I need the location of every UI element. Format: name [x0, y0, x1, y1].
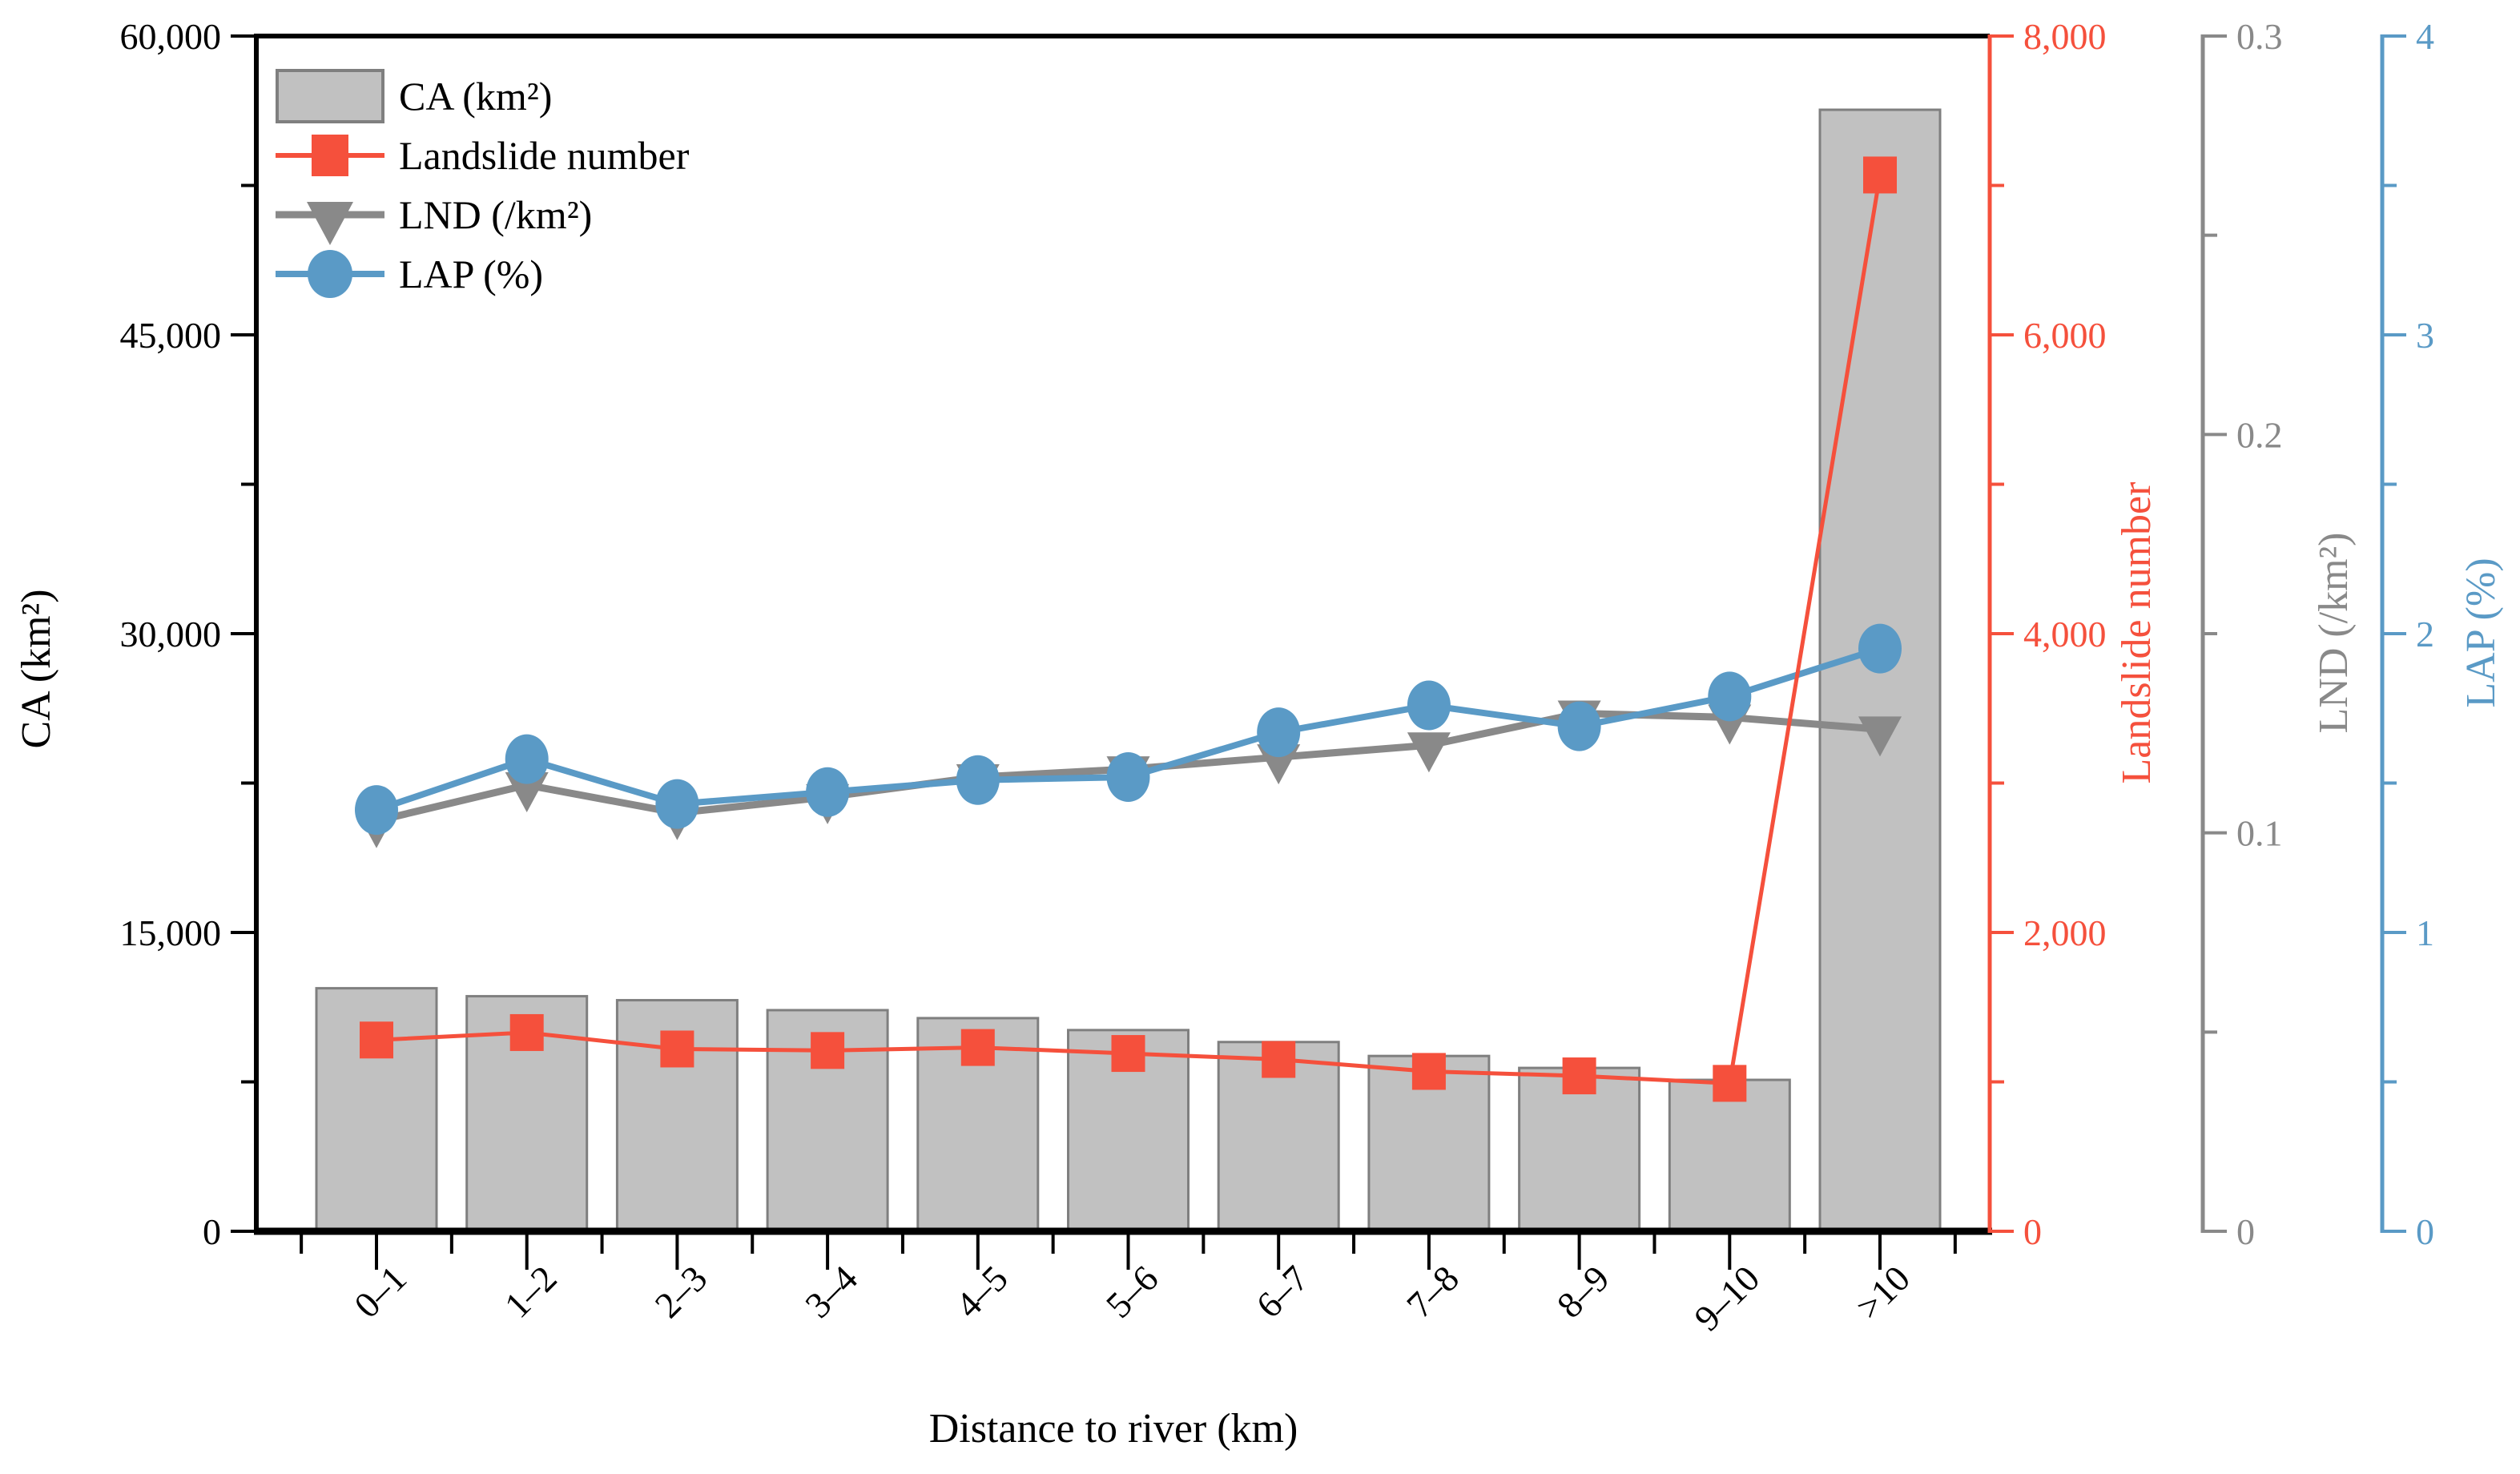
x-axis-tick-label: 2–3 — [647, 1258, 715, 1326]
left-axis-tick-label: 15,000 — [120, 912, 222, 953]
x-axis — [300, 1234, 1957, 1270]
legend-marker-lnd — [307, 202, 353, 245]
lap-marker — [1708, 671, 1752, 722]
left-axis-title: CA (km²) — [14, 589, 59, 748]
x-axis-tick-label: 7–8 — [1399, 1258, 1467, 1326]
lap-axis-tick-label: 4 — [2416, 16, 2434, 57]
lnd-marker — [1257, 744, 1301, 785]
landslide-number-marker — [1262, 1041, 1296, 1078]
lap-axis-title: LAP (%) — [2458, 558, 2504, 707]
left-axis-tick-label: 30,000 — [120, 614, 222, 654]
bar-ca — [1668, 1078, 1791, 1233]
lap-axis — [2380, 34, 2406, 1233]
x-axis-tick-label: 9–10 — [1686, 1258, 1767, 1339]
x-axis-tick-label: >10 — [1848, 1258, 1918, 1327]
lap-series — [355, 623, 1902, 836]
lap-marker — [1557, 701, 1601, 751]
x-axis-tick-label: 6–7 — [1248, 1258, 1316, 1326]
legend-marker-landslide — [312, 135, 348, 176]
lnd-marker — [1858, 716, 1902, 757]
landslide-number-axis-tick-label: 8,000 — [2023, 16, 2107, 57]
legend — [276, 69, 384, 298]
landslide-number-series — [360, 156, 1897, 1102]
landslide-number-axis-tick-label: 2,000 — [2023, 912, 2107, 953]
plot-frame — [254, 34, 1992, 1235]
lap-axis-tick-label: 0 — [2416, 1211, 2434, 1252]
lnd-axis-title: LND (/km²) — [2311, 533, 2357, 734]
lap-marker — [355, 785, 398, 836]
x-axis-tick-label: 5–6 — [1098, 1258, 1166, 1326]
legend-label-lnd: LND (/km²) — [399, 192, 592, 237]
lap-marker — [956, 755, 1000, 805]
lnd-axis — [2200, 34, 2227, 1233]
lnd-axis-tick-label: 0.3 — [2236, 16, 2283, 57]
lap-marker — [806, 767, 850, 817]
lap-marker — [1257, 707, 1301, 758]
lnd-axis-tick-label: 0 — [2236, 1211, 2255, 1252]
x-axis-tick-label: 0–1 — [346, 1258, 414, 1326]
landslide-number-marker — [660, 1030, 694, 1068]
lnd-marker — [1407, 732, 1451, 773]
legend-label-landslide: Landslide number — [399, 133, 690, 178]
legend-label-ca: CA (km²) — [399, 74, 552, 119]
lnd-axis-tick-label: 0.1 — [2236, 813, 2283, 854]
x-axis-tick-label: 8–9 — [1549, 1258, 1617, 1326]
lap-axis-tick-label: 2 — [2416, 614, 2434, 654]
lap-axis-tick-label: 3 — [2416, 315, 2434, 356]
x-axis-tick-label: 3–4 — [797, 1258, 865, 1326]
legend-label-lap: LAP (%) — [399, 252, 543, 296]
landslide-number-marker — [1713, 1065, 1747, 1102]
x-axis-tick-label: 1–2 — [497, 1258, 565, 1326]
landslide-number-axis-title: Landslide number — [2114, 482, 2160, 784]
left-axis — [231, 34, 254, 1233]
left-axis-tick-label: 45,000 — [120, 315, 222, 356]
landslide-number-series-line — [376, 175, 1882, 1085]
landslide-number-marker — [1863, 156, 1897, 194]
x-axis-tick-label: 4–5 — [948, 1258, 1016, 1326]
legend-swatch-ca — [276, 69, 384, 123]
landslide-number-marker — [1411, 1053, 1446, 1090]
left-axis-tick-label: 60,000 — [120, 16, 222, 57]
landslide-number-axis — [1987, 34, 2014, 1233]
legend-marker-lap — [308, 250, 352, 298]
lap-marker — [1858, 623, 1902, 674]
lnd-marker — [505, 771, 549, 812]
lap-axis-tick-label: 1 — [2416, 912, 2434, 953]
landslide-number-axis-tick-label: 0 — [2023, 1211, 2042, 1252]
landslide-number-marker — [960, 1029, 995, 1066]
landslide-number-marker — [509, 1013, 544, 1051]
lap-marker — [655, 779, 699, 829]
lap-marker — [1106, 752, 1150, 803]
lnd-axis-tick-label: 0.2 — [2236, 414, 2283, 455]
left-axis-tick-label: 0 — [203, 1211, 221, 1252]
lap-marker — [1407, 680, 1451, 731]
landslide-number-axis-tick-label: 4,000 — [2023, 614, 2107, 654]
x-axis-title: Distance to river (km) — [929, 1406, 1298, 1452]
landslide-number-marker — [811, 1032, 845, 1069]
landslide-number-marker — [1111, 1035, 1145, 1073]
landslide-number-marker — [1562, 1057, 1596, 1095]
landslide-number-axis-tick-label: 6,000 — [2023, 315, 2107, 356]
lap-marker — [505, 734, 549, 784]
landslide-number-marker — [360, 1021, 393, 1059]
